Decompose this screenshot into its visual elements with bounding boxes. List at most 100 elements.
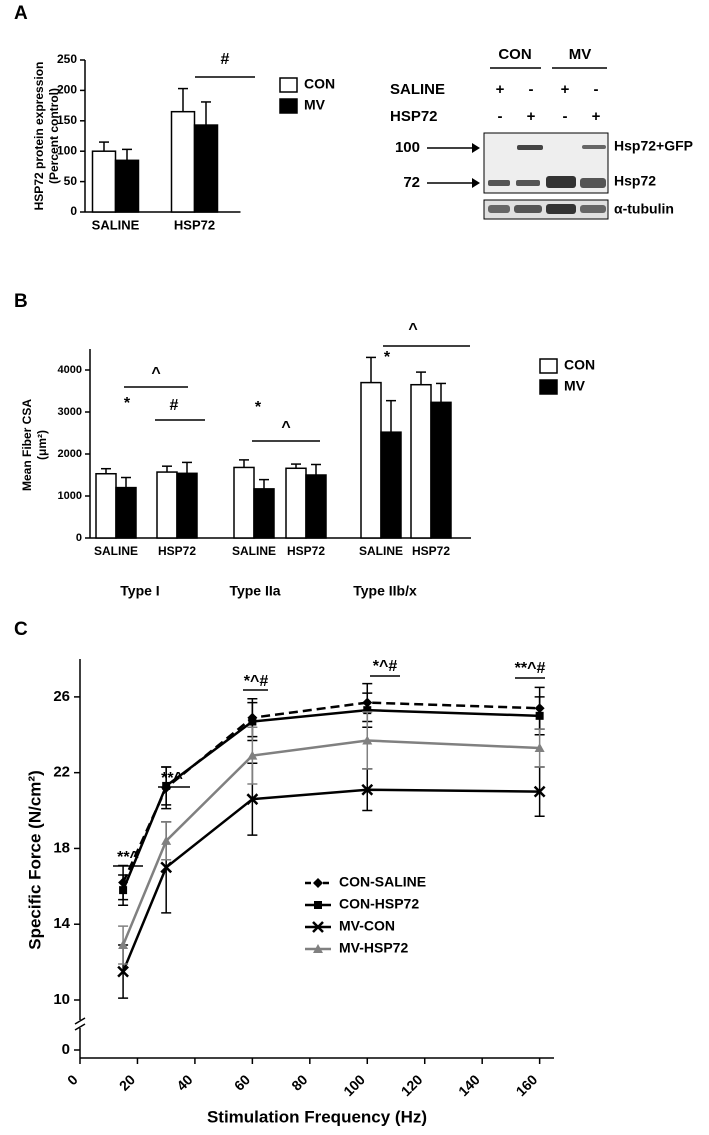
x-tick-label: 140: [455, 1071, 483, 1099]
x-tick-label: 60: [231, 1071, 253, 1093]
y-axis-label: HSP72 protein expression: [32, 62, 46, 211]
bar: [95, 472, 117, 539]
bar: [305, 474, 327, 539]
y-tick-label: 0: [70, 204, 77, 218]
y-tick-label: 26: [53, 688, 70, 705]
x-axis-label: Stimulation Frequency (Hz): [207, 1107, 427, 1126]
mw-marker: 72: [403, 174, 420, 191]
y-axis-label: (Percent control): [47, 88, 61, 184]
legend-swatch: [279, 77, 298, 93]
x-tick-label: 120: [398, 1071, 426, 1099]
bar: [430, 401, 452, 539]
band-label: α-tubulin: [614, 201, 674, 217]
x-tick-label: HSP72: [158, 544, 196, 558]
treatment-mark: +: [592, 108, 601, 125]
y-axis-label: Mean Fiber CSA: [20, 399, 34, 491]
y-tick-label: 10: [53, 991, 70, 1008]
panel-label: C: [14, 619, 28, 640]
annotation: #: [221, 51, 230, 68]
legend-swatch: [279, 98, 298, 114]
blot-group: MV: [569, 46, 592, 63]
legend-marker: [314, 901, 322, 909]
marker: [160, 861, 173, 874]
y-tick-label: 250: [57, 52, 77, 66]
legend-symbol: [312, 921, 324, 933]
x-tick-label: SALINE: [94, 544, 138, 558]
x-tick-label: HSP72: [287, 544, 325, 558]
x-tick-label: 20: [116, 1071, 138, 1093]
y-tick-label: 100: [57, 143, 77, 157]
blot-band: [546, 176, 576, 188]
y-tick-label: 200: [57, 83, 77, 97]
row-label: HSP72: [390, 108, 438, 125]
marker: [161, 835, 172, 845]
bar: [380, 431, 402, 539]
blot-band: [582, 145, 606, 149]
marker: [533, 785, 546, 798]
x-tick-label: HSP72: [174, 217, 215, 232]
x-tick-label: 0: [64, 1071, 81, 1088]
bar: [253, 488, 275, 539]
annotation: ^: [151, 365, 160, 382]
legend-label: CON-SALINE: [339, 874, 426, 890]
y-tick-label: 150: [57, 113, 77, 127]
blot-group: CON: [498, 46, 531, 63]
legend-marker: [313, 944, 323, 953]
marker: [247, 750, 258, 760]
y-tick-label: 18: [53, 839, 70, 856]
annotation: **^#: [515, 660, 546, 677]
bar: [410, 383, 432, 539]
x-tick-label: 160: [513, 1071, 541, 1099]
blot-band: [514, 205, 542, 213]
y-tick-label: 22: [53, 764, 70, 781]
annotation: **^: [117, 849, 139, 866]
marker: [361, 783, 374, 796]
annotation: *: [384, 349, 391, 366]
annotation: #: [170, 397, 179, 414]
legend-label: MV-CON: [339, 918, 395, 934]
annotation: *: [255, 399, 262, 416]
row-label: SALINE: [390, 81, 445, 98]
western-blot: CON MV SALINE HSP72 + - + - - + - + 100 …: [390, 46, 693, 220]
bar: [233, 466, 255, 539]
x-tick-label: 40: [173, 1071, 195, 1093]
bar: [285, 467, 307, 539]
y-tick-label: 3000: [58, 406, 82, 418]
legend-swatch: [539, 358, 558, 374]
marker: [535, 711, 544, 720]
marker: [246, 793, 259, 806]
blot-band: [580, 205, 606, 213]
legend-marker: [313, 878, 323, 888]
legend-label: MV-HSP72: [339, 940, 408, 956]
treatment-mark: -: [498, 108, 503, 125]
legend-label: CON: [304, 76, 335, 92]
marker: [363, 706, 372, 715]
treatment-mark: -: [594, 81, 599, 98]
blot-band: [516, 180, 540, 186]
x-tick-label: SALINE: [92, 217, 140, 232]
legend-symbol: [313, 878, 323, 888]
y-axis-label: (μm²): [35, 430, 49, 460]
blot-band: [580, 178, 606, 188]
treatment-mark: -: [529, 81, 534, 98]
series-line: [121, 708, 540, 891]
blot-band: [488, 180, 510, 186]
legend-label: MV: [304, 97, 326, 113]
y-tick-label: 2000: [58, 448, 82, 460]
bar: [193, 124, 219, 213]
blot-band: [517, 145, 543, 150]
treatment-mark: +: [527, 108, 536, 125]
treatment-mark: -: [563, 108, 568, 125]
annotation: *^#: [373, 658, 398, 675]
group-label: Type IIa: [229, 583, 280, 599]
series-line: [121, 788, 540, 973]
annotation: **^: [161, 770, 183, 787]
y-tick-label: 0: [62, 1041, 70, 1058]
panel-label: B: [14, 291, 28, 312]
mw-marker: 100: [395, 139, 420, 156]
legend-marker: [312, 921, 324, 933]
x-tick-label: 100: [340, 1071, 368, 1099]
blot-band: [546, 204, 576, 214]
marker: [534, 743, 545, 753]
